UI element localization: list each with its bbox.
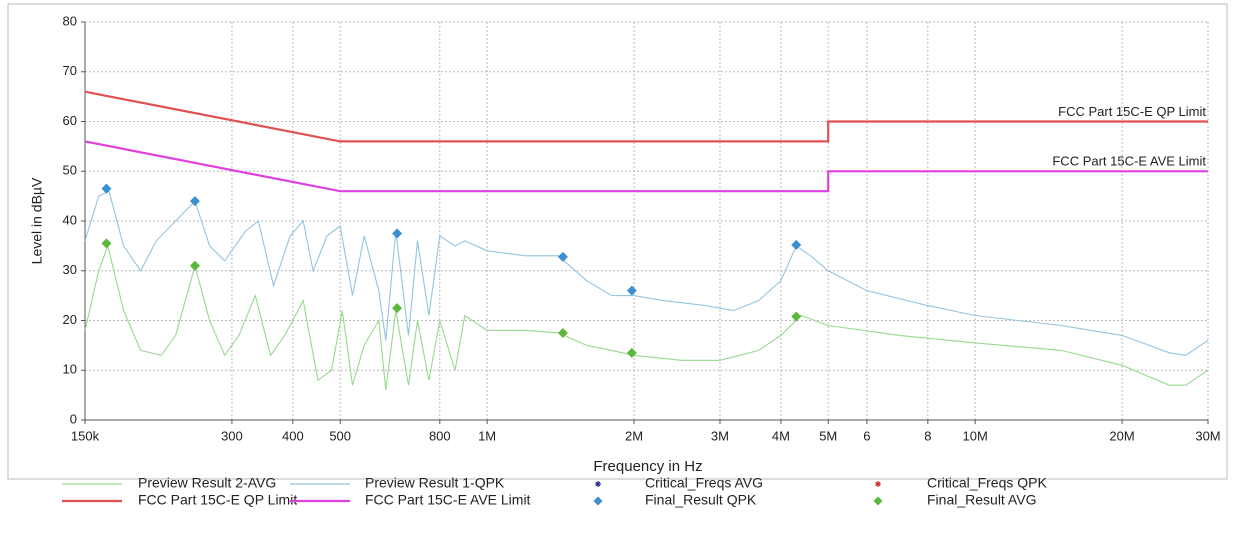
x-axis-label: Frequency in Hz <box>593 458 702 475</box>
marker <box>557 327 568 338</box>
marker <box>189 196 200 207</box>
marker <box>791 239 802 250</box>
legend-swatch <box>595 481 601 487</box>
marker <box>101 238 112 249</box>
chart-frame <box>7 3 1228 480</box>
legend-label: Final_Result AVG <box>927 492 1036 508</box>
x-tick-label: 4M <box>772 428 790 443</box>
x-tick-label: 20M <box>1109 428 1134 443</box>
marker <box>189 260 200 271</box>
legend-label: Critical_Freqs AVG <box>645 475 763 491</box>
y-tick-label: 60 <box>63 113 77 128</box>
x-tick-label: 6 <box>863 428 870 443</box>
legend-item: Preview Result 1-QPK <box>290 475 505 491</box>
x-tick-label: 150k <box>71 428 100 443</box>
legend-item: Final_Result QPK <box>593 492 757 508</box>
legend-item: FCC Part 15C-E QP Limit <box>62 492 297 508</box>
y-tick-label: 30 <box>63 262 77 277</box>
y-axis-label: Level in dBµV <box>29 177 45 264</box>
y-tick-label: 20 <box>63 312 77 327</box>
legend-item: Critical_Freqs QPK <box>875 475 1047 491</box>
x-tick-label: 10M <box>962 428 987 443</box>
marker <box>791 311 802 322</box>
x-tick-label: 1M <box>478 428 496 443</box>
marker <box>557 251 568 262</box>
legend-item: Final_Result AVG <box>873 492 1036 508</box>
y-tick-label: 40 <box>63 212 77 227</box>
marker <box>626 347 637 358</box>
x-tick-label: 500 <box>329 428 351 443</box>
annotation: FCC Part 15C-E QP Limit <box>1058 104 1206 119</box>
marker <box>101 183 112 194</box>
marker <box>392 228 403 239</box>
annotation: FCC Part 15C-E AVE Limit <box>1052 154 1206 169</box>
x-tick-label: 300 <box>221 428 243 443</box>
legend-label: Final_Result QPK <box>645 492 757 508</box>
y-tick-label: 0 <box>70 411 77 426</box>
x-tick-label: 30M <box>1195 428 1220 443</box>
series-line <box>84 190 1209 356</box>
legend-item: Preview Result 2-AVG <box>62 475 276 491</box>
legend-label: Critical_Freqs QPK <box>927 475 1047 491</box>
y-tick-label: 10 <box>63 362 77 377</box>
legend-swatch <box>873 496 883 506</box>
legend-label: FCC Part 15C-E QP Limit <box>138 492 297 508</box>
series-line <box>84 90 1208 143</box>
legend-item: Critical_Freqs AVG <box>595 475 763 491</box>
y-tick-label: 80 <box>63 13 77 28</box>
x-tick-label: 400 <box>282 428 304 443</box>
marker <box>626 285 637 296</box>
marker <box>392 303 403 314</box>
legend-label: FCC Part 15C-E AVE Limit <box>365 492 531 508</box>
series-line <box>84 244 1209 391</box>
x-tick-label: 2M <box>625 428 643 443</box>
legend-label: Preview Result 1-QPK <box>365 475 505 491</box>
series-line <box>84 140 1208 193</box>
x-tick-label: 800 <box>429 428 451 443</box>
x-tick-label: 3M <box>711 428 729 443</box>
x-tick-label: 5M <box>819 428 837 443</box>
legend-swatch <box>593 496 603 506</box>
legend-item: FCC Part 15C-E AVE Limit <box>290 492 531 508</box>
y-tick-label: 50 <box>63 163 77 178</box>
x-tick-label: 8 <box>924 428 931 443</box>
legend-swatch <box>875 481 881 487</box>
legend-label: Preview Result 2-AVG <box>138 475 276 491</box>
y-tick-label: 70 <box>63 63 77 78</box>
